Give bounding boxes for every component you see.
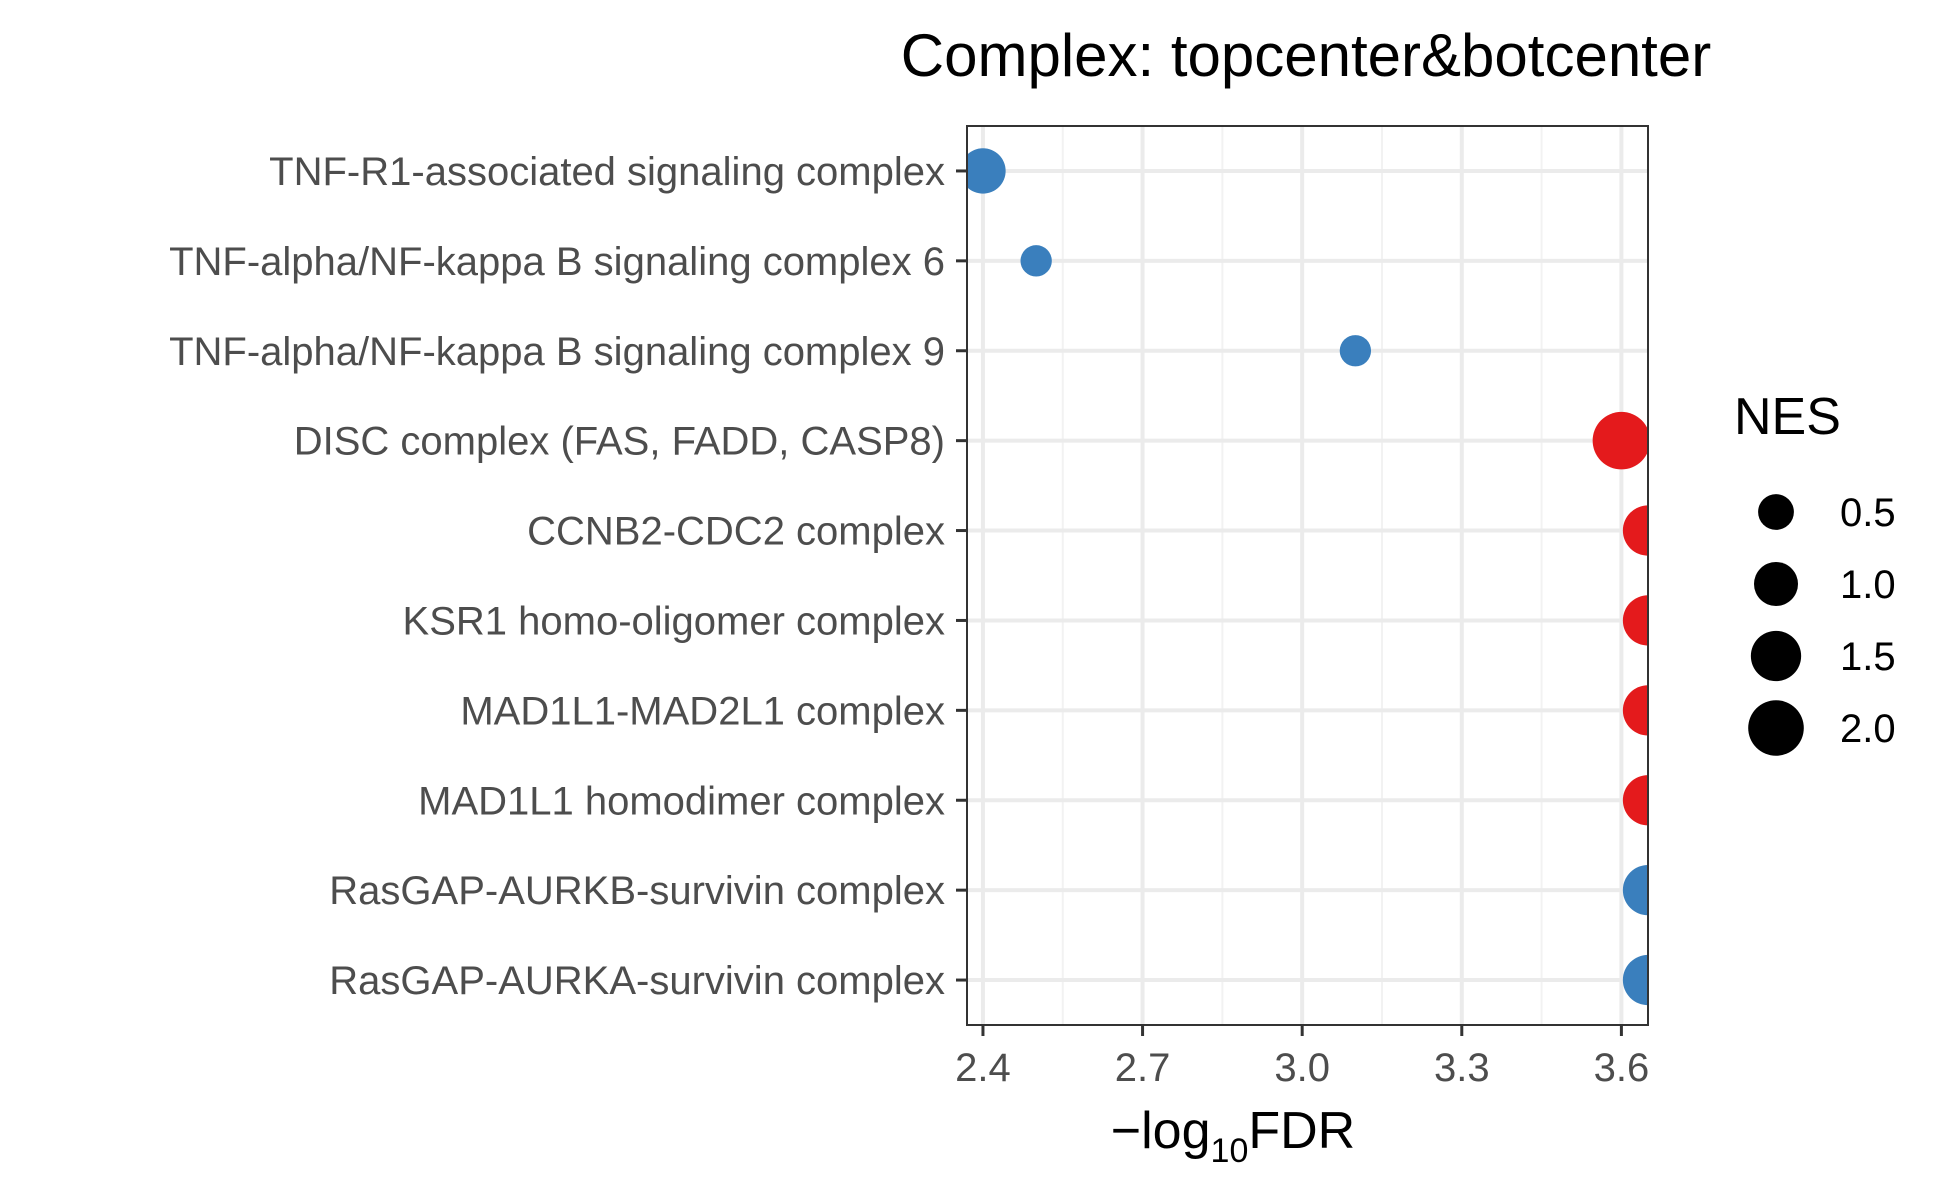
legend-label: 2.0 <box>1840 707 1896 751</box>
y-tick-label: DISC complex (FAS, FADD, CASP8) <box>294 420 945 464</box>
grid-layer <box>967 126 1648 1025</box>
y-tick-label: RasGAP-AURKA-survivin complex <box>329 959 945 1003</box>
y-tick-label: CCNB2-CDC2 complex <box>527 510 945 554</box>
x-tick-label: 3.6 <box>1594 1046 1650 1090</box>
y-tick-label: TNF-alpha/NF-kappa B signaling complex 6 <box>169 240 945 284</box>
x-axis: 2.4 2.7 3.0 3.3 3.6 <box>955 1025 1649 1090</box>
y-tick-label: TNF-alpha/NF-kappa B signaling complex 9 <box>169 330 945 374</box>
legend-label: 1.0 <box>1840 563 1896 607</box>
chart-title: Complex: topcenter&botcenter <box>901 22 1711 89</box>
data-point <box>1622 775 1648 826</box>
data-point <box>1592 411 1648 470</box>
points-layer <box>967 148 1648 1006</box>
y-tick-label: RasGAP-AURKB-survivin complex <box>329 869 945 913</box>
legend-label: 0.5 <box>1840 491 1896 535</box>
legend-key <box>1748 700 1804 756</box>
legend-title: NES <box>1734 388 1841 446</box>
x-tick-label: 2.4 <box>955 1046 1011 1090</box>
y-tick-label: KSR1 homo-oligomer complex <box>403 599 945 643</box>
data-point <box>1020 245 1052 277</box>
legend-label: 1.5 <box>1840 635 1896 679</box>
y-axis: TNF-R1-associated signaling complex TNF-a… <box>169 150 967 1003</box>
legend-key <box>1750 630 1802 682</box>
x-axis-label-subscript: 10 <box>1211 1132 1249 1170</box>
x-tick-label: 3.0 <box>1274 1046 1330 1090</box>
data-point <box>1339 335 1372 367</box>
x-tick-label: 2.7 <box>1115 1046 1171 1090</box>
panel-border <box>966 125 1649 1026</box>
legend-key <box>1758 494 1794 530</box>
data-point <box>1622 505 1648 556</box>
data-point <box>1622 954 1648 1006</box>
x-axis-label-prefix: −log <box>1111 1102 1211 1160</box>
x-axis-label: −log10FDR <box>1111 1102 1355 1170</box>
size-legend: NES 0.5 1.0 1.5 2.0 <box>1734 388 1896 756</box>
y-tick-label: MAD1L1 homodimer complex <box>418 779 945 823</box>
y-tick-label: MAD1L1-MAD2L1 complex <box>460 689 945 733</box>
x-tick-label: 3.3 <box>1434 1046 1490 1090</box>
x-axis-label-suffix: FDR <box>1248 1102 1355 1160</box>
data-point <box>1622 685 1648 736</box>
data-point <box>1622 865 1648 916</box>
y-tick-label: TNF-R1-associated signaling complex <box>269 150 945 194</box>
data-point <box>967 148 1006 194</box>
legend-key <box>1754 562 1798 606</box>
data-point <box>1622 595 1648 646</box>
